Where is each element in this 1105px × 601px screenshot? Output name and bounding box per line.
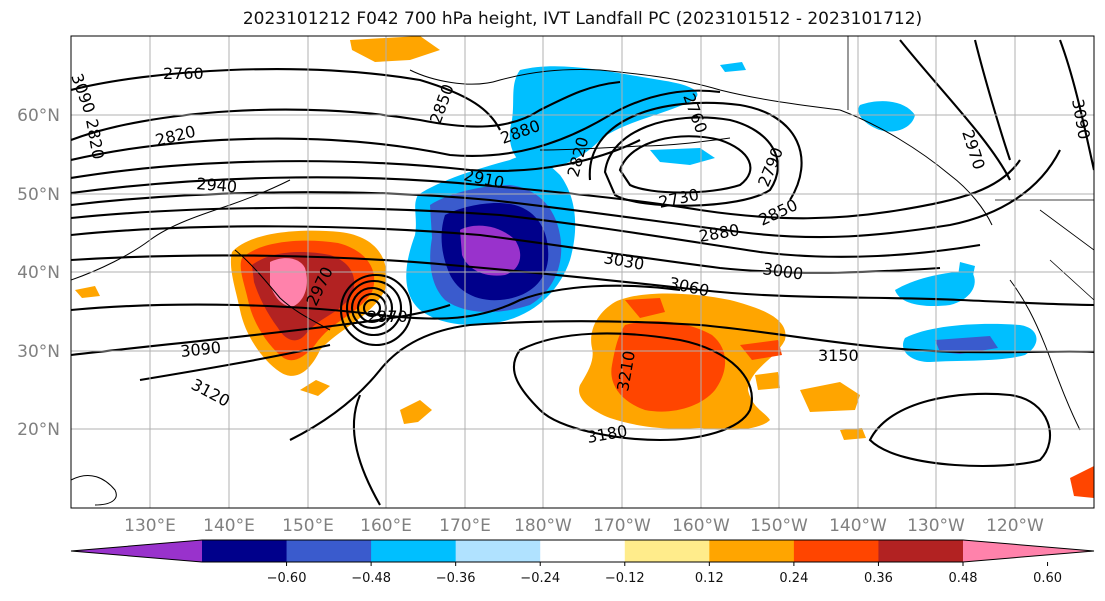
colorbar-tick-label: 0.60: [1033, 571, 1062, 586]
colorbar: −0.60 −0.48 −0.36 −0.24 −0.12 0.12 0.24 0.36 0.4…: [70, 539, 1095, 586]
colorbar-segment: [540, 540, 626, 562]
colorbar-tick-label: −0.12: [605, 571, 645, 586]
map-title: 2023101212 F042 700 hPa height, IVT Land…: [242, 9, 923, 29]
ivt-shading: [75, 36, 1094, 498]
colorbar-segment: [624, 540, 710, 562]
colorbar-segment: [793, 540, 879, 562]
contour-label: 3150: [818, 346, 859, 365]
lat-label: 20°N: [17, 420, 60, 440]
colorbar-segment: [709, 540, 795, 562]
lon-label: 150°W: [750, 516, 808, 536]
colorbar-segment: [202, 540, 288, 562]
lat-label: 60°N: [17, 106, 60, 126]
colorbar-segment: [371, 540, 457, 562]
colorbar-segment: [455, 540, 541, 562]
colorbar-tick-label: 0.24: [779, 571, 808, 586]
lon-label: 130°W: [907, 516, 965, 536]
lon-label: 180°W: [514, 516, 572, 536]
colorbar-segment: [71, 540, 202, 562]
lon-label: 170°W: [593, 516, 651, 536]
colorbar-tick-label: 0.48: [949, 571, 978, 586]
colorbar-segment: [286, 540, 372, 562]
lon-label: 130°E: [124, 516, 176, 536]
colorbar-tick-label: −0.36: [436, 571, 476, 586]
colorbar-segment: [878, 540, 964, 562]
lon-label: 160°W: [672, 516, 730, 536]
colorbar-tick-label: 0.12: [695, 571, 724, 586]
map-frame: [70, 35, 1095, 509]
lon-label: 140°W: [829, 516, 887, 536]
colorbar-outline: [70, 539, 1095, 563]
lon-label: 140°E: [203, 516, 255, 536]
contour-label: 3090: [179, 338, 221, 361]
longitude-labels: 130°E 140°E 150°E 160°E 170°E 180°W 170°…: [124, 516, 1044, 536]
lat-label: 50°N: [17, 185, 60, 205]
lon-label: 170°E: [439, 516, 491, 536]
map-plot-area: [71, 36, 1094, 506]
lat-label: 40°N: [17, 263, 60, 283]
colorbar-tick-label: −0.48: [351, 571, 391, 586]
colorbar-tick-label: 0.36: [864, 571, 893, 586]
coastlines: [71, 36, 1094, 506]
contour-label: 2970: [367, 307, 408, 326]
lon-label: 150°E: [282, 516, 334, 536]
graticule: [71, 36, 1094, 508]
lat-label: 30°N: [17, 342, 60, 362]
contour-label: 2940: [196, 174, 238, 196]
contour-label: 2760: [163, 64, 204, 83]
colorbar-segment: [963, 540, 1094, 562]
latitude-labels: 60°N 50°N 40°N 30°N 20°N: [17, 106, 60, 440]
lon-label: 120°W: [986, 516, 1044, 536]
colorbar-tick-label: −0.60: [267, 571, 307, 586]
lon-label: 160°E: [360, 516, 412, 536]
colorbar-tick-label: −0.24: [520, 571, 560, 586]
height-contours: [71, 39, 1094, 506]
